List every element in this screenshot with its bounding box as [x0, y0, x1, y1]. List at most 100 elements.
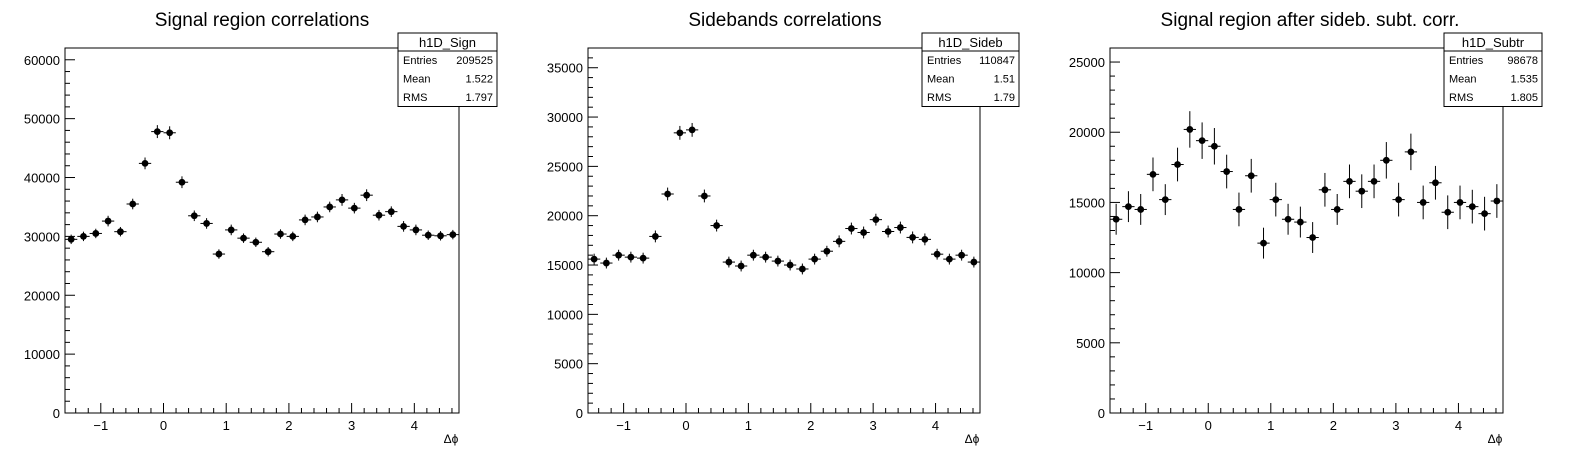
data-point	[698, 189, 711, 203]
data-point	[409, 224, 423, 236]
data-point	[298, 214, 312, 226]
data-marker	[1444, 208, 1452, 216]
data-point	[1429, 165, 1442, 200]
data-point	[796, 263, 809, 275]
x-tick-label: 4	[1455, 418, 1462, 433]
data-marker	[166, 129, 174, 137]
data-point	[637, 252, 650, 264]
data-marker	[424, 231, 432, 239]
data-point	[759, 251, 772, 263]
data-point	[212, 249, 226, 259]
data-marker	[749, 251, 757, 259]
x-tick-label: 0	[1205, 418, 1212, 433]
data-marker	[590, 255, 598, 263]
stats-label: Entries	[927, 55, 962, 67]
x-tick-label: 1	[223, 418, 230, 433]
stats-value: 209525	[456, 55, 493, 67]
data-marker	[92, 230, 100, 237]
data-point	[857, 226, 870, 239]
data-marker	[762, 253, 770, 261]
y-tick-label: 20000	[1069, 125, 1105, 140]
x-axis-label: Δϕ	[444, 432, 459, 446]
stats-value: 98678	[1507, 55, 1538, 67]
data-point	[77, 231, 90, 242]
data-marker	[884, 228, 892, 235]
data-marker	[774, 257, 782, 265]
data-marker	[1223, 168, 1231, 175]
y-tick-label: 0	[576, 406, 583, 421]
y-tick-label: 0	[53, 406, 60, 421]
data-marker	[277, 230, 284, 238]
y-tick-label: 30000	[24, 229, 60, 244]
data-point	[225, 224, 238, 236]
y-tick-label: 20000	[24, 288, 60, 303]
data-marker	[1456, 199, 1464, 206]
data-point	[1478, 196, 1491, 231]
data-marker	[314, 213, 321, 221]
data-point	[114, 226, 127, 237]
data-marker	[252, 238, 260, 246]
chart-1: Signal region correlations −1 0 1 2 3 4 0 10000 2…	[24, 10, 498, 446]
stats-box: h1D_Sideb Entries 110847 Mean 1.51 RMS 1.79	[921, 32, 1020, 107]
data-marker	[289, 232, 297, 240]
data-point	[1466, 189, 1479, 224]
data-marker	[627, 253, 635, 261]
y-tick-label: 25000	[547, 159, 583, 174]
data-marker	[896, 224, 904, 231]
y-tick-label: 60000	[24, 53, 60, 68]
data-point	[673, 125, 686, 140]
data-marker	[1137, 206, 1145, 213]
stats-value: 1.797	[465, 92, 493, 104]
data-marker	[958, 251, 966, 259]
x-tick-label: 2	[1330, 418, 1337, 433]
data-point	[967, 256, 980, 268]
data-marker	[104, 217, 112, 225]
y-tick-label: 0	[1098, 406, 1105, 421]
data-marker	[117, 228, 124, 236]
y-tick-label: 15000	[1069, 195, 1105, 210]
data-point	[1232, 192, 1246, 227]
stats-label: Entries	[1449, 55, 1484, 67]
y-tick-label: 20000	[547, 209, 583, 224]
data-point	[163, 126, 176, 140]
data-point	[771, 255, 784, 267]
y-tick-label: 30000	[547, 110, 583, 125]
data-point	[311, 211, 324, 223]
data-marker	[264, 248, 272, 256]
data-marker	[153, 128, 161, 135]
data-point	[845, 222, 858, 235]
data-marker	[1235, 206, 1243, 213]
stats-box: h1D_Subtr Entries 98678 Mean 1.535 RMS 1.805	[1443, 32, 1543, 107]
data-point	[249, 237, 262, 247]
data-marker	[860, 229, 868, 236]
data-point	[385, 206, 398, 217]
data-point	[1306, 222, 1319, 253]
stats-value: 1.51	[994, 74, 1015, 86]
y-tick-label: 40000	[24, 171, 60, 186]
data-marker	[1407, 148, 1415, 156]
data-marker	[1321, 186, 1329, 194]
data-marker	[1493, 197, 1501, 205]
y-tick-label: 35000	[547, 61, 583, 76]
x-tick-label: 2	[807, 418, 814, 433]
data-point	[1453, 185, 1467, 220]
data-point	[126, 198, 139, 210]
stats-label: Mean	[403, 74, 431, 86]
data-marker	[1210, 142, 1218, 150]
data-point	[65, 234, 78, 245]
data-point	[1269, 182, 1282, 217]
data-marker	[301, 216, 309, 224]
data-point	[200, 218, 213, 229]
data-point	[931, 248, 944, 260]
stats-box-frame	[1443, 32, 1543, 107]
data-point	[624, 251, 637, 263]
data-point	[101, 215, 115, 227]
x-tick-label: −1	[616, 418, 631, 433]
data-marker	[909, 234, 917, 241]
x-tick-label: 1	[1267, 418, 1274, 433]
x-axis-label: Δϕ	[1488, 432, 1503, 446]
stats-label: Entries	[403, 55, 438, 67]
data-point	[1134, 194, 1147, 225]
data-marker	[602, 259, 610, 267]
